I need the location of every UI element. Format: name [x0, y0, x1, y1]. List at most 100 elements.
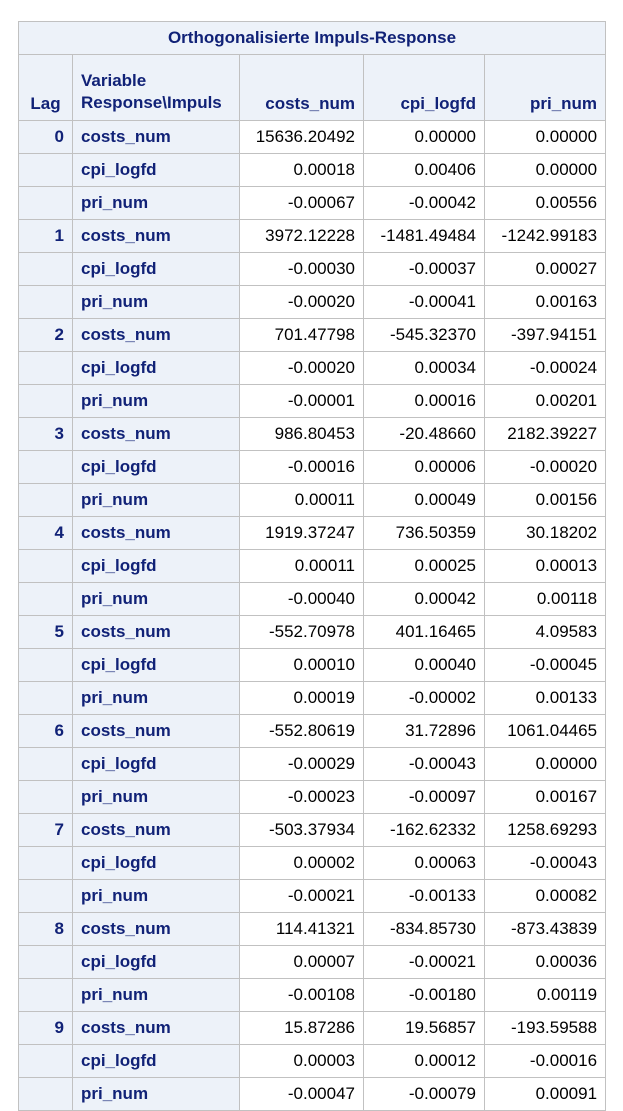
value-cell: -20.48660	[364, 418, 485, 451]
table-row: 1 costs_num 3972.12228 -1481.49484 -1242.991…	[19, 220, 606, 253]
value-cell: -193.59588	[485, 1012, 606, 1045]
value-cell: 0.00013	[485, 550, 606, 583]
table-row: pri_num -0.00108 -0.00180 0.00119	[19, 979, 606, 1012]
lag-cell	[19, 748, 73, 781]
value-cell: -0.00097	[364, 781, 485, 814]
response-variable-cell: pri_num	[73, 385, 240, 418]
lag-cell: 0	[19, 121, 73, 154]
table-row: 3 costs_num 986.80453 -20.48660 2182.39227	[19, 418, 606, 451]
response-variable-cell: costs_num	[73, 121, 240, 154]
value-cell: 0.00049	[364, 484, 485, 517]
lag-cell: 1	[19, 220, 73, 253]
value-cell: 0.00118	[485, 583, 606, 616]
value-cell: -0.00133	[364, 880, 485, 913]
response-variable-cell: pri_num	[73, 286, 240, 319]
table-row: cpi_logfd -0.00016 0.00006 -0.00020	[19, 451, 606, 484]
value-cell: -162.62332	[364, 814, 485, 847]
header-lag: Lag	[19, 55, 73, 121]
lag-cell	[19, 979, 73, 1012]
header-impulse-cpi-logfd: cpi_logfd	[364, 55, 485, 121]
value-cell: -0.00040	[240, 583, 364, 616]
value-cell: -0.00023	[240, 781, 364, 814]
response-variable-cell: cpi_logfd	[73, 550, 240, 583]
impulse-response-table: Orthogonalisierte Impuls-Response Lag Va…	[18, 21, 606, 1111]
value-cell: -0.00016	[485, 1045, 606, 1078]
response-variable-cell: cpi_logfd	[73, 1045, 240, 1078]
table-row: 6 costs_num -552.80619 31.72896 1061.04465	[19, 715, 606, 748]
response-variable-cell: costs_num	[73, 616, 240, 649]
response-variable-cell: cpi_logfd	[73, 253, 240, 286]
value-cell: -0.00020	[240, 352, 364, 385]
value-cell: 0.00091	[485, 1078, 606, 1111]
value-cell: -0.00029	[240, 748, 364, 781]
table-row: cpi_logfd 0.00007 -0.00021 0.00036	[19, 946, 606, 979]
value-cell: 0.00082	[485, 880, 606, 913]
value-cell: 0.00063	[364, 847, 485, 880]
header-impulse-pri-num: pri_num	[485, 55, 606, 121]
table-row: 5 costs_num -552.70978 401.16465 4.09583	[19, 616, 606, 649]
table-row: cpi_logfd -0.00030 -0.00037 0.00027	[19, 253, 606, 286]
lag-cell	[19, 352, 73, 385]
table-row: cpi_logfd 0.00002 0.00063 -0.00043	[19, 847, 606, 880]
value-cell: 0.00007	[240, 946, 364, 979]
value-cell: 0.00201	[485, 385, 606, 418]
table-row: 7 costs_num -503.37934 -162.62332 1258.69293	[19, 814, 606, 847]
value-cell: -0.00020	[240, 286, 364, 319]
lag-cell: 6	[19, 715, 73, 748]
value-cell: 2182.39227	[485, 418, 606, 451]
value-cell: 0.00133	[485, 682, 606, 715]
value-cell: 0.00000	[485, 154, 606, 187]
lag-cell	[19, 781, 73, 814]
table-row: pri_num -0.00023 -0.00097 0.00167	[19, 781, 606, 814]
response-variable-cell: costs_num	[73, 517, 240, 550]
lag-cell	[19, 1045, 73, 1078]
value-cell: -0.00030	[240, 253, 364, 286]
lag-cell	[19, 880, 73, 913]
lag-cell	[19, 946, 73, 979]
value-cell: -0.00079	[364, 1078, 485, 1111]
response-variable-cell: pri_num	[73, 781, 240, 814]
value-cell: 0.00025	[364, 550, 485, 583]
lag-cell: 4	[19, 517, 73, 550]
header-variable-line2: Response\Impuls	[81, 93, 222, 112]
response-variable-cell: cpi_logfd	[73, 451, 240, 484]
value-cell: 1258.69293	[485, 814, 606, 847]
value-cell: 0.00019	[240, 682, 364, 715]
value-cell: -0.00047	[240, 1078, 364, 1111]
value-cell: -0.00001	[240, 385, 364, 418]
table-row: cpi_logfd -0.00029 -0.00043 0.00000	[19, 748, 606, 781]
lag-cell: 3	[19, 418, 73, 451]
response-variable-cell: pri_num	[73, 682, 240, 715]
table-title: Orthogonalisierte Impuls-Response	[19, 22, 606, 55]
header-variable-line1: Variable	[81, 71, 146, 90]
value-cell: 986.80453	[240, 418, 364, 451]
value-cell: -0.00043	[364, 748, 485, 781]
value-cell: -545.32370	[364, 319, 485, 352]
header-variable: Variable Response\Impuls	[73, 55, 240, 121]
value-cell: 0.00012	[364, 1045, 485, 1078]
value-cell: 0.00167	[485, 781, 606, 814]
value-cell: 701.47798	[240, 319, 364, 352]
response-variable-cell: costs_num	[73, 913, 240, 946]
value-cell: -1481.49484	[364, 220, 485, 253]
table-row: 4 costs_num 1919.37247 736.50359 30.18202	[19, 517, 606, 550]
table-row: 9 costs_num 15.87286 19.56857 -193.59588	[19, 1012, 606, 1045]
value-cell: 19.56857	[364, 1012, 485, 1045]
lag-cell: 8	[19, 913, 73, 946]
value-cell: 0.00156	[485, 484, 606, 517]
value-cell: -0.00041	[364, 286, 485, 319]
value-cell: 0.00010	[240, 649, 364, 682]
lag-cell: 7	[19, 814, 73, 847]
table-row: pri_num -0.00040 0.00042 0.00118	[19, 583, 606, 616]
value-cell: 31.72896	[364, 715, 485, 748]
response-variable-cell: cpi_logfd	[73, 847, 240, 880]
table-row: cpi_logfd -0.00020 0.00034 -0.00024	[19, 352, 606, 385]
table-row: pri_num -0.00021 -0.00133 0.00082	[19, 880, 606, 913]
lag-cell	[19, 286, 73, 319]
value-cell: 0.00027	[485, 253, 606, 286]
lag-cell	[19, 682, 73, 715]
lag-cell: 9	[19, 1012, 73, 1045]
table-body: 0 costs_num 15636.20492 0.00000 0.00000 cpi_l…	[19, 121, 606, 1111]
lag-cell	[19, 154, 73, 187]
value-cell: -0.00108	[240, 979, 364, 1012]
